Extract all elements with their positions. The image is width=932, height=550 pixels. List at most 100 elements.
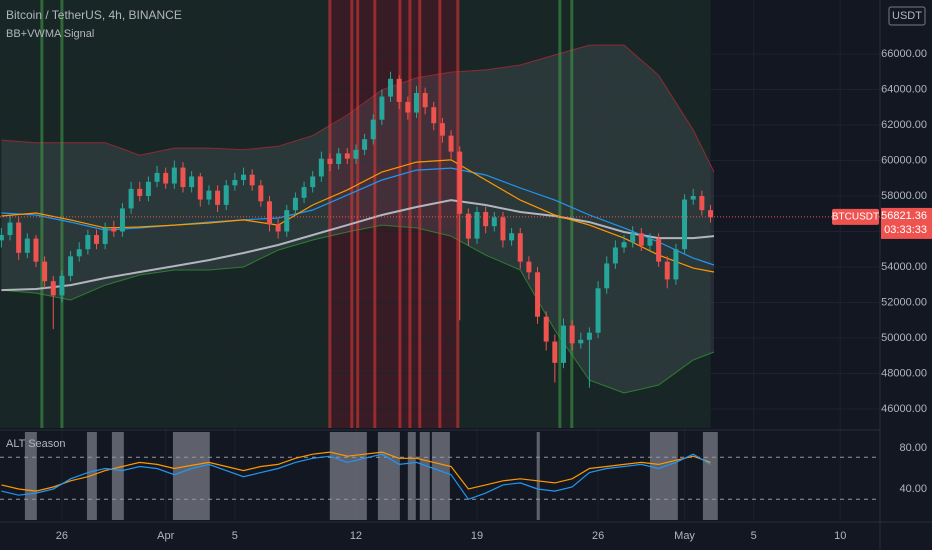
candle-body: [638, 233, 644, 246]
x-tick-label: May: [674, 530, 695, 542]
candle-body: [422, 93, 428, 108]
candle-body: [612, 247, 618, 264]
y-tick-label: 50000.00: [881, 332, 927, 344]
alt-season-zone: [419, 432, 430, 520]
candle-body: [699, 195, 705, 211]
candle-body: [137, 188, 143, 196]
candle-body: [439, 123, 445, 136]
currency[interactable]: USDT: [892, 10, 922, 22]
sell-signal: [456, 0, 460, 428]
x-tick-label: 12: [350, 530, 362, 542]
candle-body: [586, 332, 592, 340]
candle-body: [16, 222, 22, 253]
candle-body: [483, 211, 489, 227]
candle-body: [465, 213, 471, 239]
candle-body: [24, 238, 30, 253]
sell-signal: [398, 0, 402, 428]
candle-body: [517, 233, 523, 262]
candle-body: [310, 176, 316, 188]
indicator-name: BB+VWMA Signal: [6, 28, 94, 40]
candle-body: [163, 172, 169, 184]
bar-countdown: 03:33:33: [884, 224, 927, 236]
symbol-label: BTCUSDT: [832, 212, 879, 223]
candle-body: [94, 235, 100, 244]
moving-average: [1, 199, 715, 292]
candle-body: [85, 235, 91, 250]
candle-body: [673, 249, 679, 280]
candle-body: [189, 176, 195, 188]
candle-body: [7, 222, 13, 236]
buy-zone: [457, 0, 711, 428]
candle-body: [241, 174, 247, 181]
candle-body: [621, 242, 627, 248]
candle-body: [353, 149, 359, 159]
candle-body: [457, 151, 463, 214]
candle-body: [379, 96, 385, 120]
x-tick-label: 5: [232, 530, 238, 542]
candle-body: [223, 185, 229, 205]
x-tick-label: 26: [56, 530, 68, 542]
y-tick-label: 80.00: [899, 442, 927, 454]
alt-season-zone: [702, 432, 718, 520]
alt-season-zone: [377, 432, 400, 520]
symbol-tag: [832, 208, 879, 225]
indicator-line: [1, 451, 711, 492]
candle-body: [197, 176, 203, 200]
y-tick-label: 62000.00: [881, 119, 927, 131]
candle-body: [708, 210, 714, 218]
candle-body: [284, 210, 290, 232]
y-tick-label: 66000.00: [881, 48, 927, 60]
alt-season-zone: [649, 432, 678, 520]
alt-season-zone: [329, 432, 367, 520]
candle-body: [526, 261, 532, 273]
candle-body: [292, 197, 298, 211]
buy-signal: [570, 0, 574, 428]
candle-body: [344, 153, 350, 159]
candle-body: [431, 107, 437, 124]
alt-season-zone: [24, 432, 37, 520]
buy-signal: [60, 0, 64, 428]
candle-body: [405, 101, 411, 113]
backgrounds: [0, 0, 711, 428]
candle-body: [42, 261, 48, 282]
band-line: [1, 44, 715, 173]
y-tick-label: 46000.00: [881, 403, 927, 415]
candle-body: [119, 208, 125, 232]
candle-body: [630, 233, 636, 243]
candle-body: [154, 172, 160, 182]
candle-body: [266, 201, 272, 225]
candle-body: [206, 190, 212, 200]
sell-signal: [350, 0, 354, 428]
candle-body: [560, 325, 566, 363]
candle-body: [491, 217, 497, 227]
buy-signal: [558, 0, 562, 428]
y-tick-label: 48000.00: [881, 367, 927, 379]
alt-season-zone: [111, 432, 124, 520]
alt-season-zone: [172, 432, 210, 520]
candle-body: [474, 211, 480, 239]
x-tick-label: 10: [834, 530, 846, 542]
candle-body: [301, 187, 307, 198]
alt-season-zone: [86, 432, 97, 520]
lower-panel: [0, 432, 880, 520]
candle-body: [171, 167, 177, 184]
y-tick-label: 40.00: [899, 483, 927, 495]
x-tick-label: 5: [751, 530, 757, 542]
candle-body: [362, 139, 368, 150]
candle-body: [68, 256, 74, 276]
y-tick-label: 64000.00: [881, 83, 927, 95]
sell-signal: [418, 0, 422, 428]
currency-box[interactable]: [888, 6, 926, 26]
sell-signal: [328, 0, 332, 428]
candle-body: [543, 316, 549, 342]
candle-body: [569, 325, 575, 344]
candle-body: [336, 153, 342, 165]
candle-body: [388, 78, 394, 97]
candle-body: [370, 119, 376, 140]
y-tick-label: 60000.00: [881, 154, 927, 166]
candle-body: [258, 185, 264, 202]
candle-body: [249, 174, 255, 186]
